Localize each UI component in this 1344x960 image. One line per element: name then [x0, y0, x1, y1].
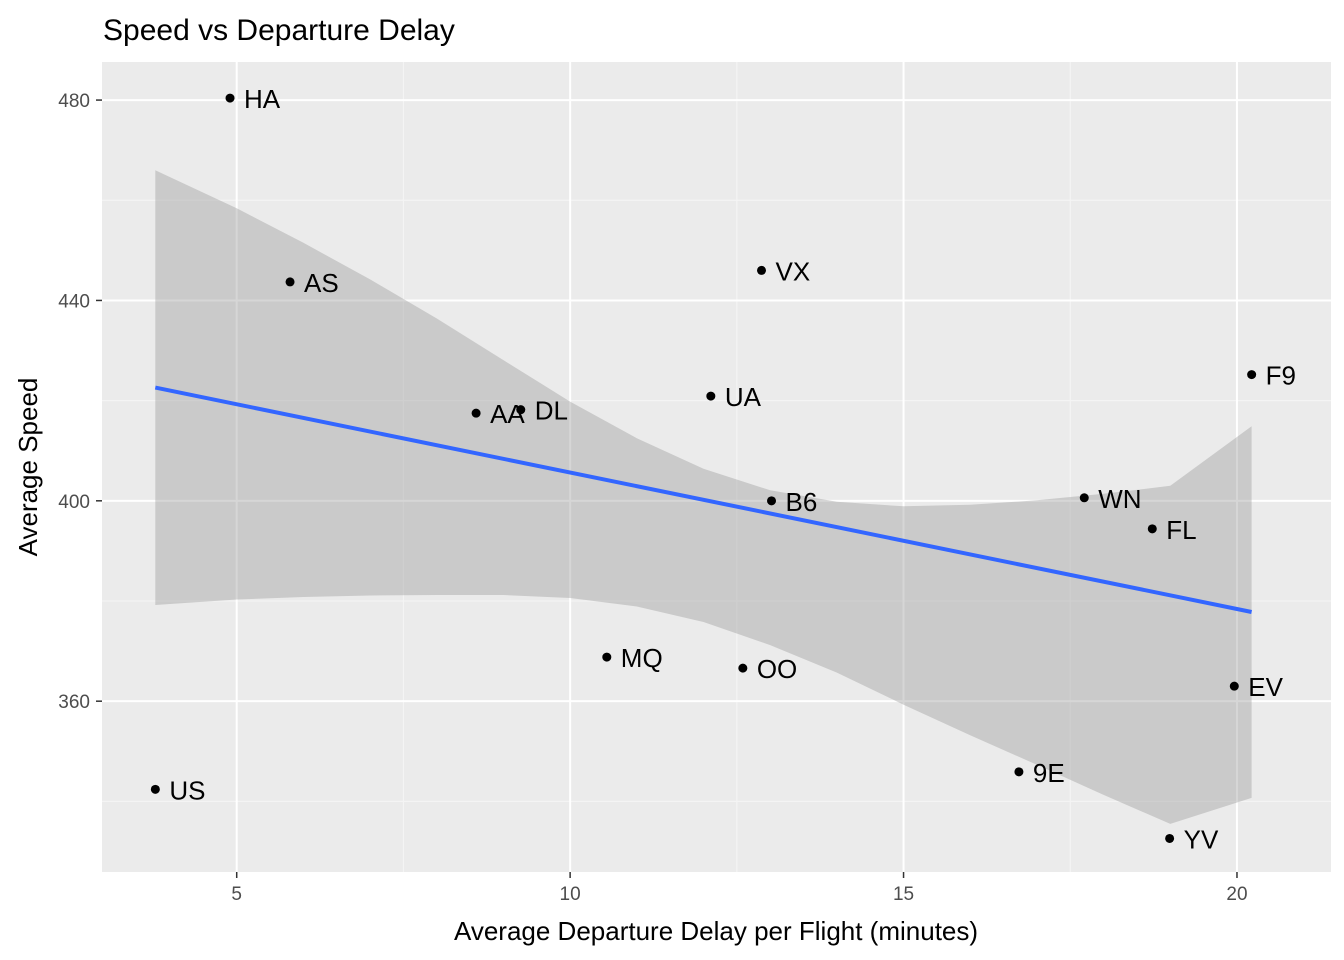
- point-label-dl: DL: [535, 396, 568, 426]
- y-tick-label: 360: [58, 692, 90, 713]
- minor-gridlines: [102, 62, 1331, 872]
- confidence-band: [155, 170, 1252, 824]
- plot-panel: [102, 62, 1331, 872]
- point-label-f9: F9: [1266, 361, 1296, 391]
- data-point-aa: [471, 408, 481, 418]
- data-point-9e: [1014, 767, 1024, 777]
- y-tick-label: 480: [58, 91, 90, 112]
- point-label-oo: OO: [757, 654, 797, 684]
- trend-line: [154, 385, 1253, 614]
- data-point-wn: [1079, 493, 1089, 503]
- x-tick-label: 15: [893, 884, 914, 905]
- data-point-yv: [1165, 833, 1175, 843]
- y-tick-label: 400: [58, 492, 90, 513]
- major-gridlines: [102, 62, 1331, 872]
- point-labels: HA AS VX F9 UA AA DL B6 WN FL MQ OO EV US 9E YV: [169, 84, 1296, 854]
- y-axis-title: Average Speed: [13, 378, 43, 557]
- point-label-9e: 9E: [1033, 758, 1065, 788]
- point-label-b6: B6: [786, 487, 818, 517]
- point-label-ev: EV: [1248, 672, 1283, 702]
- point-label-wn: WN: [1098, 484, 1141, 514]
- x-tick-label: 5: [231, 884, 242, 905]
- point-label-aa: AA: [490, 399, 525, 429]
- x-tick-label: 20: [1226, 884, 1247, 905]
- data-point-mq: [602, 652, 612, 662]
- data-point-vx: [757, 265, 767, 275]
- point-label-ha: HA: [244, 84, 281, 114]
- data-point-ua: [706, 391, 716, 401]
- point-label-as: AS: [304, 268, 339, 298]
- point-label-mq: MQ: [621, 643, 663, 673]
- point-label-vx: VX: [776, 256, 811, 286]
- data-point-dl: [516, 405, 526, 415]
- data-point-ha: [225, 93, 235, 103]
- point-label-yv: YV: [1184, 824, 1219, 854]
- data-point-as: [285, 277, 295, 287]
- y-axis-ticks: 360 400 440 480: [58, 91, 102, 713]
- chart-title: Speed vs Departure Delay: [103, 14, 455, 47]
- data-points: [150, 93, 1257, 843]
- point-label-fl: FL: [1166, 515, 1196, 545]
- data-point-oo: [738, 663, 748, 673]
- data-point-fl: [1147, 524, 1157, 534]
- point-label-us: US: [169, 775, 205, 805]
- x-axis-title: Average Departure Delay per Flight (minu…: [454, 916, 978, 946]
- data-point-b6: [767, 496, 777, 506]
- x-axis-ticks: 5 10 15 20: [231, 872, 1248, 905]
- y-tick-label: 440: [58, 291, 90, 312]
- data-point-us: [150, 784, 160, 794]
- data-point-f9: [1247, 370, 1257, 380]
- point-label-ua: UA: [725, 382, 762, 412]
- x-tick-label: 10: [560, 884, 581, 905]
- data-point-ev: [1229, 681, 1239, 691]
